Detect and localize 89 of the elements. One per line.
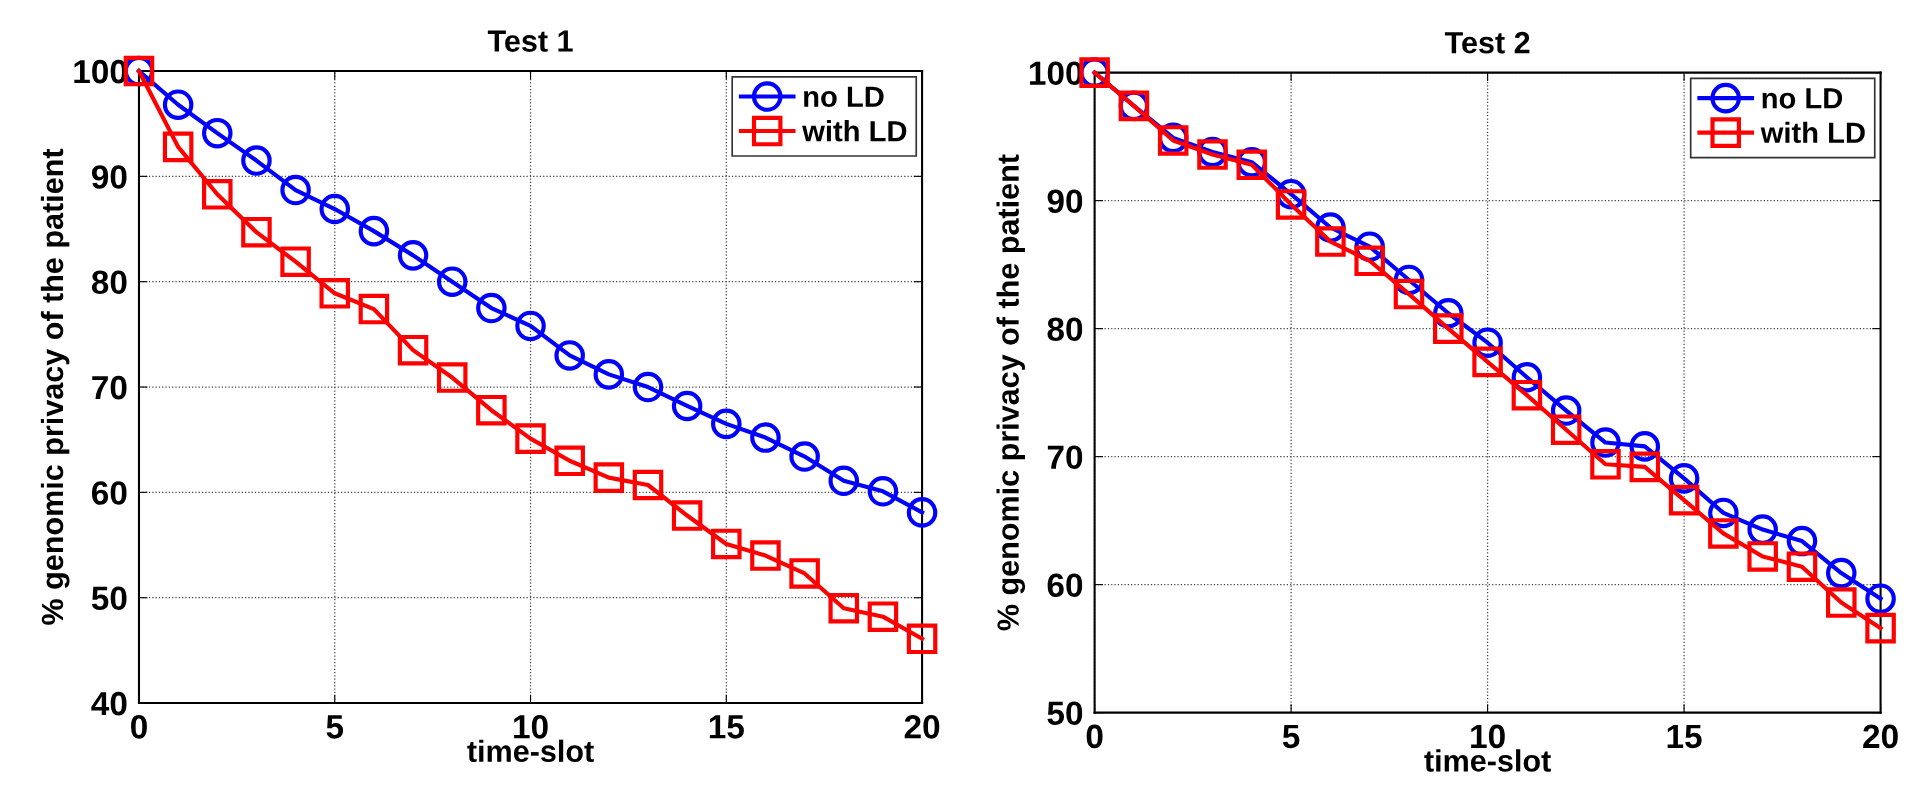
point xyxy=(554,445,585,477)
point xyxy=(632,469,664,501)
point xyxy=(1315,226,1346,257)
point xyxy=(1786,551,1818,582)
point xyxy=(476,292,507,324)
point xyxy=(1865,583,1896,614)
point xyxy=(750,422,781,453)
point xyxy=(1354,245,1385,277)
x-tick-label: 0 xyxy=(1086,724,1103,749)
y-tick-label: 50 xyxy=(1047,701,1083,726)
point xyxy=(906,497,938,528)
legend-label: no LD xyxy=(1762,88,1843,109)
y-tick-label: 80 xyxy=(1047,317,1083,342)
y-tick-label: 40 xyxy=(91,691,127,716)
point xyxy=(202,178,233,210)
point xyxy=(436,266,468,297)
point xyxy=(280,246,311,277)
point xyxy=(202,117,233,149)
y-tick-label: 70 xyxy=(92,375,127,400)
point xyxy=(828,592,860,624)
point xyxy=(671,390,703,422)
point xyxy=(1708,518,1739,549)
point xyxy=(1825,587,1857,618)
point xyxy=(711,408,742,440)
point xyxy=(1393,278,1425,310)
x-tick-label: 5 xyxy=(1282,724,1300,749)
point xyxy=(476,394,507,426)
legend-label: with LD xyxy=(802,120,907,142)
point xyxy=(358,215,390,247)
point xyxy=(397,240,429,271)
chart-title: Test 1 xyxy=(487,30,573,52)
y-tick-label: 90 xyxy=(1047,189,1083,214)
x-tick-label: 15 xyxy=(709,715,744,739)
point xyxy=(1668,484,1700,516)
point xyxy=(711,528,742,560)
point xyxy=(671,500,703,531)
x-tick-label: 10 xyxy=(514,715,548,739)
y-axis-title: % genomic privacy of the patient xyxy=(40,148,70,625)
x-tick-label: 10 xyxy=(1471,724,1505,749)
point xyxy=(593,359,625,390)
point xyxy=(436,362,468,393)
point xyxy=(554,340,585,371)
point xyxy=(632,371,664,403)
point xyxy=(867,601,899,632)
point xyxy=(593,462,625,493)
point xyxy=(1747,541,1778,572)
point xyxy=(1472,346,1503,378)
y-tick-label: 80 xyxy=(91,270,127,295)
legend-label: no LD xyxy=(804,86,884,108)
x-tick-label: 0 xyxy=(131,715,147,739)
point xyxy=(162,131,194,163)
point xyxy=(162,89,194,121)
point xyxy=(828,465,860,497)
point xyxy=(515,310,546,342)
y-tick-label: 70 xyxy=(1047,445,1083,470)
x-tick-label: 15 xyxy=(1667,724,1702,749)
point xyxy=(750,540,781,571)
point xyxy=(789,558,820,589)
x-axis-title: time-slot xyxy=(1424,749,1551,772)
x-axis-title: time-slot xyxy=(467,739,594,763)
point xyxy=(1825,557,1857,589)
y-tick-label: 60 xyxy=(92,481,127,505)
point xyxy=(319,278,351,309)
point xyxy=(1275,189,1307,220)
point xyxy=(867,476,899,507)
point xyxy=(515,423,546,454)
chart-title: Test 2 xyxy=(1444,31,1530,54)
y-tick-label: 90 xyxy=(91,165,127,189)
point xyxy=(789,441,820,472)
point xyxy=(1511,379,1543,411)
point xyxy=(1433,313,1464,344)
point xyxy=(280,174,311,206)
point xyxy=(1629,451,1661,483)
point xyxy=(241,145,272,176)
legend-label: with LD xyxy=(1760,121,1865,144)
y-axis-title: % genomic privacy of the patient xyxy=(996,154,1026,631)
point xyxy=(241,216,272,248)
point xyxy=(319,193,351,225)
x-tick-label: 20 xyxy=(1863,724,1898,749)
point xyxy=(1550,414,1582,446)
point xyxy=(358,293,390,325)
point xyxy=(397,334,429,366)
point xyxy=(906,623,938,655)
point xyxy=(1590,449,1621,480)
y-tick-label: 60 xyxy=(1047,573,1083,598)
y-tick-label: 50 xyxy=(91,586,127,611)
x-tick-label: 20 xyxy=(904,715,940,739)
x-tick-label: 5 xyxy=(326,715,344,739)
point xyxy=(1865,612,1896,644)
